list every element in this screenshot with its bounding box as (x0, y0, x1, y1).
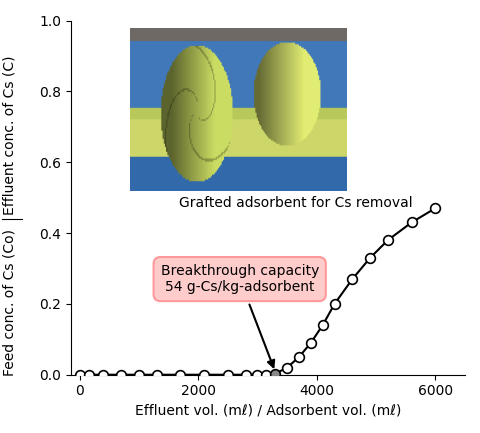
Text: Feed conc. of Cs (Co): Feed conc. of Cs (Co) (2, 229, 17, 375)
Text: Breakthrough capacity
54 g-Cs/kg-adsorbent: Breakthrough capacity 54 g-Cs/kg-adsorbe… (160, 264, 319, 367)
X-axis label: Effluent vol. (mℓ) / Adsorbent vol. (mℓ): Effluent vol. (mℓ) / Adsorbent vol. (mℓ) (135, 404, 401, 418)
Text: Grafted adsorbent for Cs removal: Grafted adsorbent for Cs removal (179, 196, 413, 210)
Text: Effluent conc. of Cs (C): Effluent conc. of Cs (C) (2, 55, 17, 215)
